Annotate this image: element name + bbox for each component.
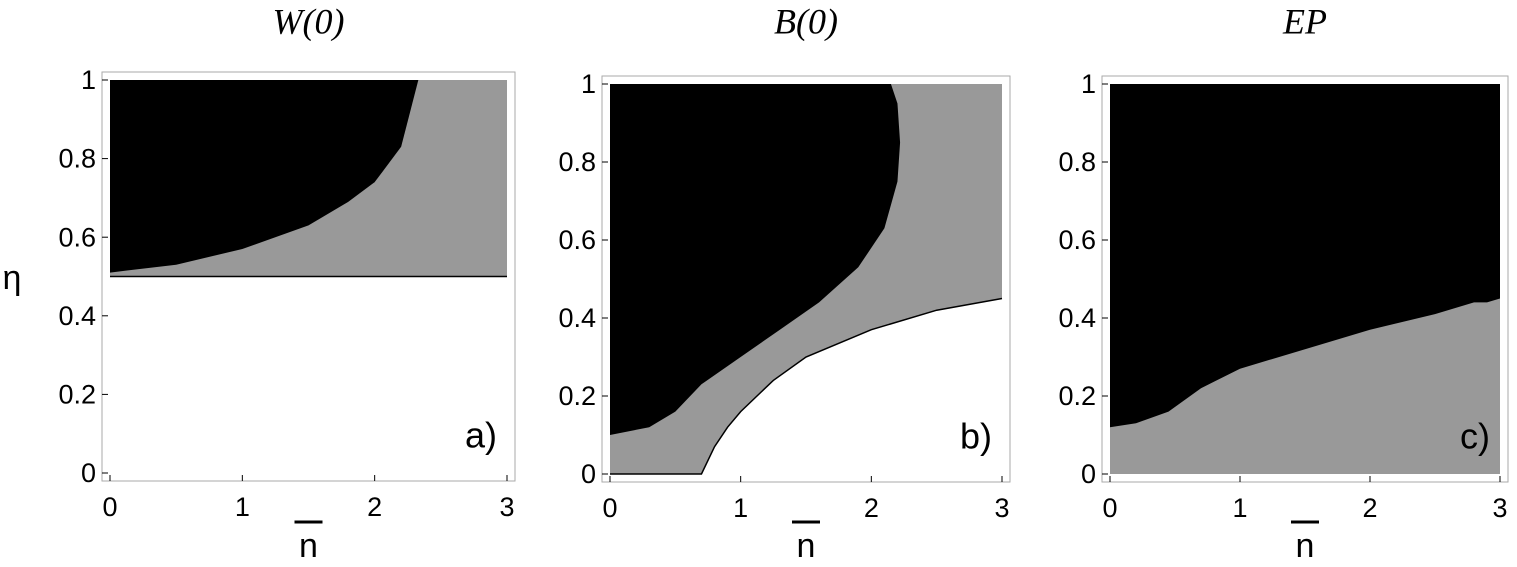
y-tick-label: 0.8 [58, 144, 96, 174]
floor-line [610, 297, 1003, 475]
y-tick-label: 0.8 [1058, 147, 1096, 177]
y-tick-label: 0.6 [58, 222, 96, 252]
chart-title: EP [1282, 1, 1327, 41]
x-tick-label: 0 [102, 492, 117, 522]
y-tick-label: 1 [1081, 69, 1096, 99]
y-tick-label: 0.2 [558, 381, 596, 411]
plot-frame [1101, 75, 1509, 483]
x-tick-label: 0 [602, 493, 617, 523]
y-tick-label: 0.4 [58, 301, 96, 331]
x-tick-label: 2 [1362, 493, 1377, 523]
y-tick-label: 0.2 [1058, 381, 1096, 411]
x-tick-label: 1 [733, 493, 748, 523]
x-axis-label: n [1296, 527, 1315, 565]
x-tick-label: 3 [1492, 493, 1507, 523]
black-region [1110, 84, 1500, 428]
y-tick-label: 0 [81, 458, 96, 488]
y-tick-label: 0.6 [1058, 225, 1096, 255]
x-tick-label: 3 [499, 492, 514, 522]
x-tick-label: 1 [1232, 493, 1247, 523]
y-tick-label: 1 [581, 69, 596, 99]
panel-label: a) [465, 415, 497, 456]
y-tick-label: 0 [581, 459, 596, 489]
x-tick-label: 0 [1102, 493, 1117, 523]
chart-title: W(0) [273, 1, 345, 41]
y-tick-label: 0 [1081, 459, 1096, 489]
black-region [110, 80, 419, 273]
x-tick-label: 1 [235, 492, 250, 522]
y-tick-label: 0.4 [1058, 303, 1096, 333]
y-tick-label: 0.6 [558, 225, 596, 255]
y-axis-label: η [3, 259, 22, 297]
x-tick-label: 2 [367, 492, 382, 522]
x-axis-label: n [299, 527, 318, 565]
y-tick-label: 0.2 [58, 380, 96, 410]
y-tick-label: 0.4 [558, 303, 596, 333]
chart-title: B(0) [774, 1, 838, 41]
panel-label: c) [1460, 416, 1490, 457]
panel-label: b) [960, 416, 992, 457]
x-axis-label: n [797, 527, 816, 565]
x-tick-label: 3 [994, 493, 1009, 523]
plot-frame [601, 75, 1011, 483]
plot-frame [101, 71, 516, 482]
y-tick-label: 0.8 [558, 147, 596, 177]
x-tick-label: 2 [864, 493, 879, 523]
black-region [610, 84, 901, 435]
y-tick-label: 1 [81, 65, 96, 95]
